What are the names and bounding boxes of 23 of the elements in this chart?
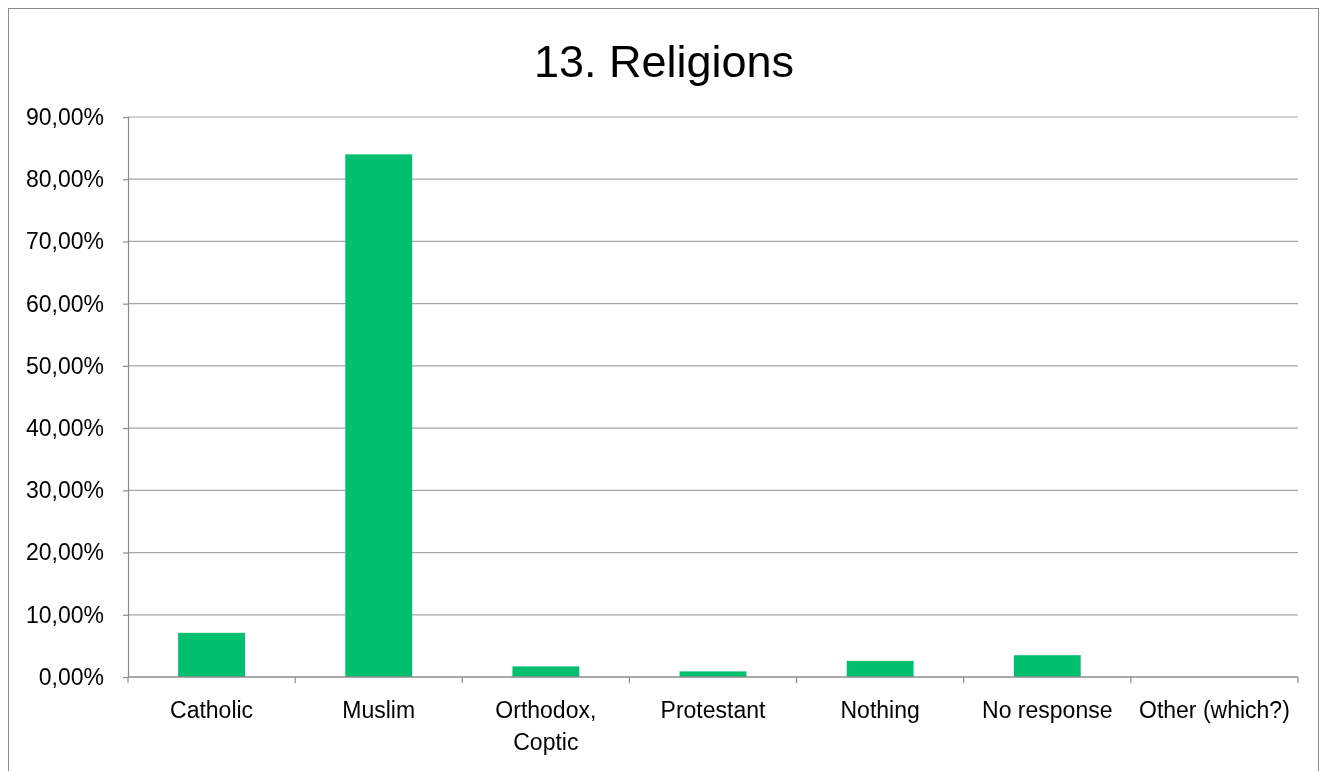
y-tick-label: 90,00% bbox=[25, 103, 104, 130]
x-tick-label: Muslim bbox=[342, 697, 416, 723]
chart-title: 13. Religions bbox=[533, 36, 795, 87]
bar bbox=[345, 154, 413, 677]
bar bbox=[846, 660, 914, 677]
x-tick-label: No response bbox=[982, 697, 1113, 723]
y-tick-label: 10,00% bbox=[25, 601, 104, 628]
x-tick-label: Orthodox, Coptic bbox=[495, 697, 597, 755]
y-tick-label: 40,00% bbox=[25, 414, 104, 441]
y-tick-label: 80,00% bbox=[25, 166, 104, 193]
x-tick-label: Protestant bbox=[660, 697, 767, 723]
x-tick-label: Nothing bbox=[840, 697, 920, 723]
x-tick-label: Other (which?) bbox=[1139, 697, 1290, 723]
y-tick-label: 50,00% bbox=[25, 352, 104, 379]
bar bbox=[1013, 655, 1081, 677]
x-tick-label: Catholic bbox=[170, 697, 254, 723]
y-tick-label: 60,00% bbox=[25, 290, 104, 317]
y-tick-label: 70,00% bbox=[25, 228, 104, 255]
bar bbox=[178, 632, 245, 677]
y-tick-label: 30,00% bbox=[25, 477, 104, 504]
y-tick-label: 20,00% bbox=[25, 539, 104, 566]
y-tick-label: 0,00% bbox=[38, 663, 104, 690]
bar bbox=[512, 666, 580, 677]
